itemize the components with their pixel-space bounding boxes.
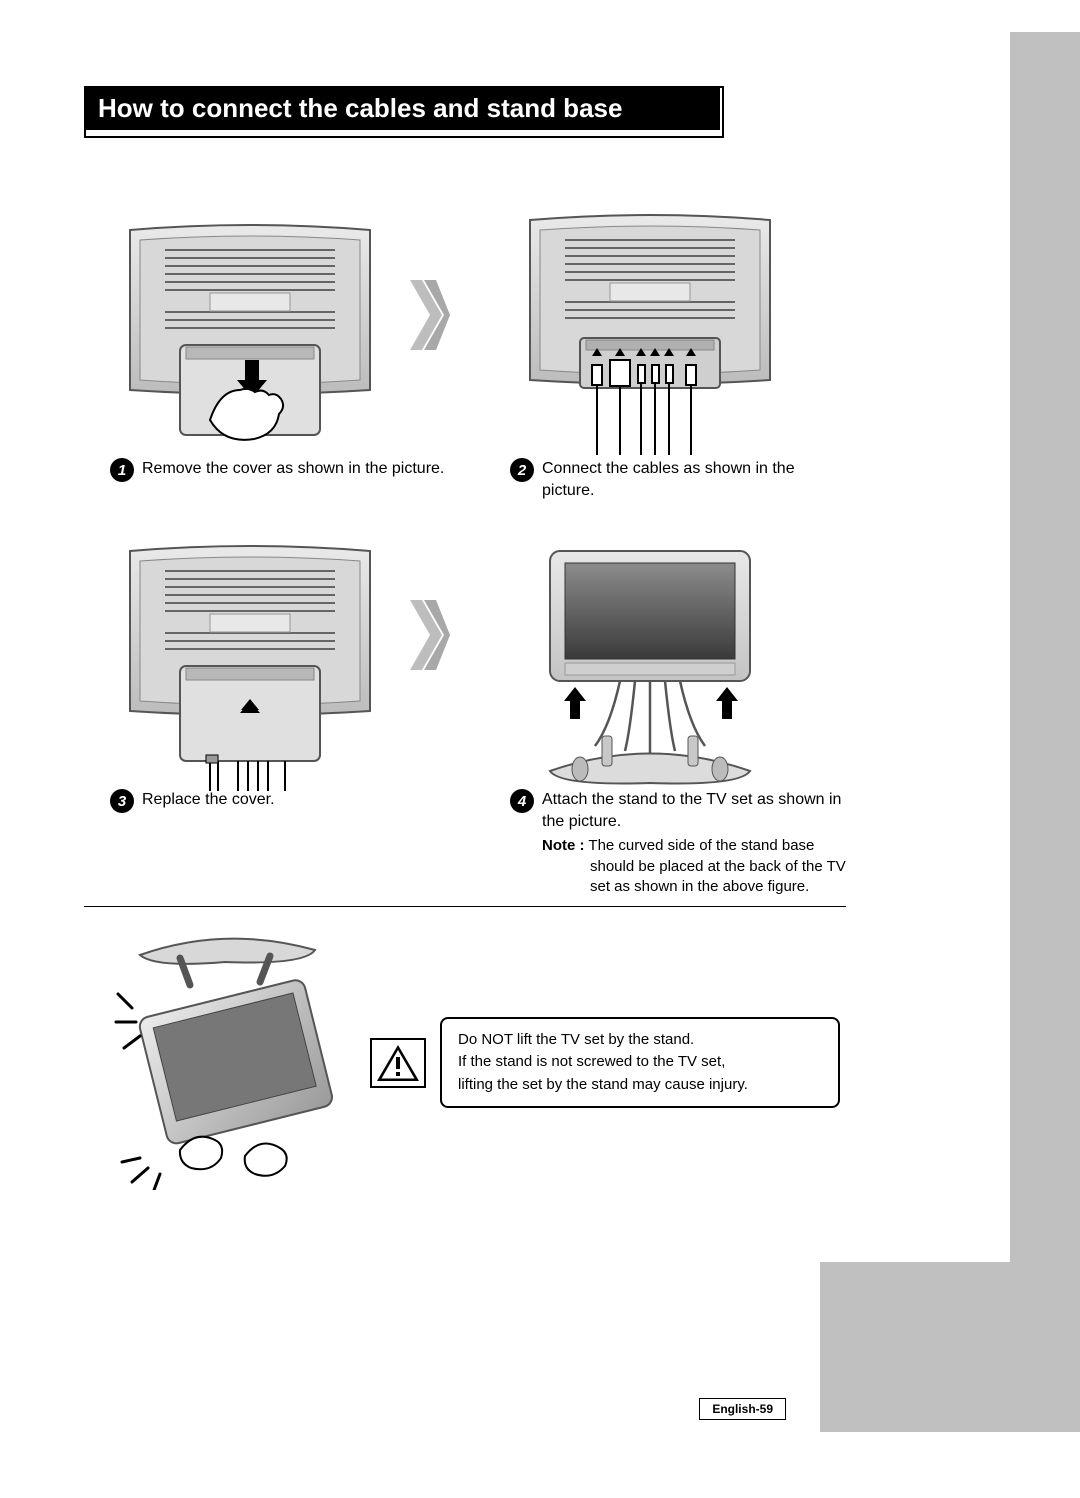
title-bar: How to connect the cables and stand base xyxy=(84,86,720,130)
step-3: 3 Replace the cover. xyxy=(110,551,450,897)
step-number-2: 2 xyxy=(510,458,534,482)
arrow-icon xyxy=(410,600,450,670)
arrow-icon xyxy=(410,280,450,350)
warning-line-1: Do NOT lift the TV set by the stand. xyxy=(458,1029,822,1052)
warning-section: Do NOT lift the TV set by the stand. If … xyxy=(110,930,850,1195)
side-gray-band xyxy=(820,32,1080,1432)
step-text-2: Connect the cables as shown in the pictu… xyxy=(542,458,850,501)
step-text-4: Attach the stand to the TV set as shown … xyxy=(542,789,850,832)
step-4: 4 Attach the stand to the TV set as show… xyxy=(510,551,850,897)
warning-icon xyxy=(370,1038,426,1088)
warning-text: Do NOT lift the TV set by the stand. If … xyxy=(440,1017,840,1109)
step-text-3: Replace the cover. xyxy=(142,789,275,811)
warning-block: Do NOT lift the TV set by the stand. If … xyxy=(370,1017,840,1109)
note: Note : The curved side of the stand base… xyxy=(542,836,850,897)
figure-3 xyxy=(110,551,390,781)
step-1: 1 Remove the cover as shown in the pictu… xyxy=(110,220,450,501)
steps-grid: 1 Remove the cover as shown in the pictu… xyxy=(110,220,850,947)
step-number-1: 1 xyxy=(110,458,134,482)
warning-line-2: If the stand is not screwed to the TV se… xyxy=(458,1051,822,1074)
step-row-2: 3 Replace the cover. xyxy=(110,551,850,897)
step-text-1: Remove the cover as shown in the picture… xyxy=(142,458,444,480)
page-number-label: English-59 xyxy=(699,1398,786,1420)
step-row-1: 1 Remove the cover as shown in the pictu… xyxy=(110,220,850,501)
figure-fall xyxy=(110,930,340,1195)
note-text: The curved side of the stand base should… xyxy=(588,837,845,895)
step-2: 2 Connect the cables as shown in the pic… xyxy=(510,220,850,501)
figure-1 xyxy=(110,220,390,450)
page-title: How to connect the cables and stand base xyxy=(98,93,622,124)
figure-4 xyxy=(510,551,790,781)
step-number-4: 4 xyxy=(510,789,534,813)
section-divider xyxy=(84,906,846,907)
step-number-3: 3 xyxy=(110,789,134,813)
note-label: Note xyxy=(542,837,575,854)
figure-2 xyxy=(510,220,790,450)
warning-line-3: lifting the set by the stand may cause i… xyxy=(458,1074,822,1097)
